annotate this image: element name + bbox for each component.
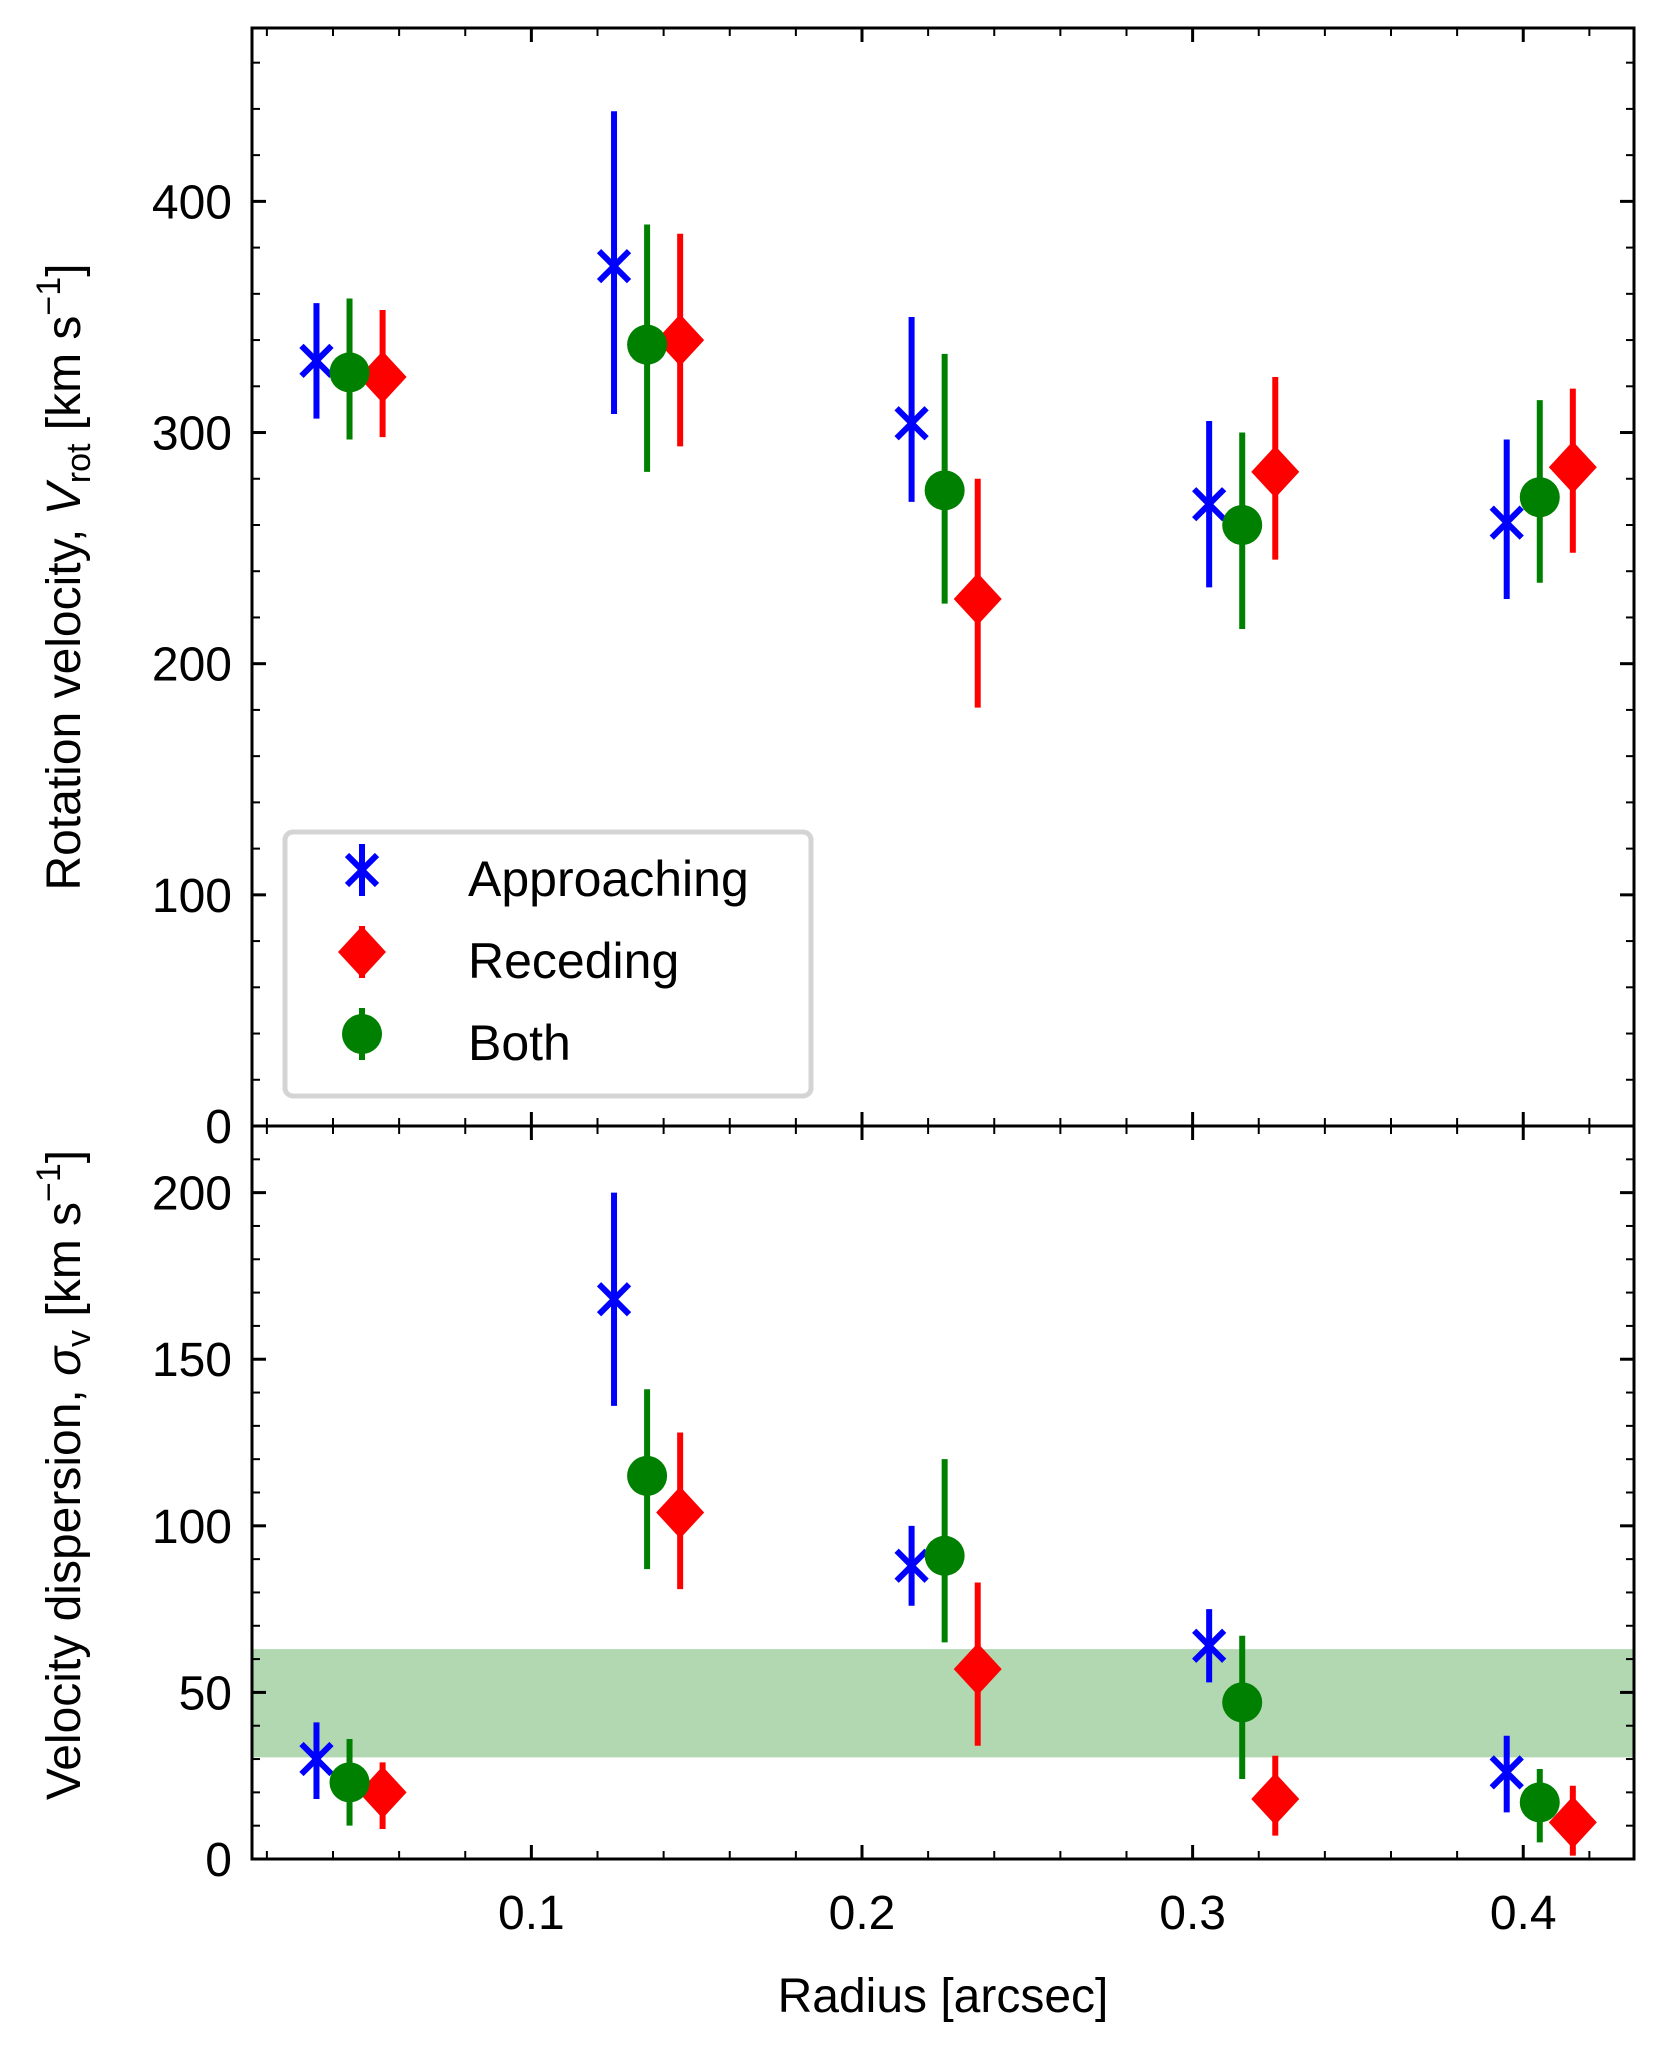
- receding-point: [1251, 1773, 1300, 1826]
- approaching-point: [299, 1741, 334, 1777]
- legend-label-receding: Receding: [468, 933, 679, 989]
- both-point: [329, 1762, 370, 1803]
- rotation-velocity-axis-label: Rotation velocity, Vrot [km s−1]: [30, 263, 98, 890]
- velocity-dispersion-ticks: 0 50 100 150 200 0.1 0.2 0.3 0.4: [152, 1125, 1634, 1940]
- legend-label-both: Both: [468, 1015, 571, 1071]
- radius-tick-label: 0.3: [1159, 1887, 1226, 1940]
- series-approaching: [299, 111, 1524, 599]
- both-point: [1519, 1782, 1560, 1823]
- velocity-dispersion-ytick-label: 50: [179, 1667, 232, 1720]
- radius-axis-label: Radius [arcsec]: [778, 1970, 1109, 2023]
- velocity-dispersion-axis-label: Velocity dispersion, σv [km s−1]: [30, 1150, 98, 1800]
- receding-point: [953, 1643, 1002, 1696]
- radius-tick-label: 0.2: [829, 1887, 896, 1940]
- approaching-point: [1192, 487, 1227, 522]
- approaching-point: [596, 1282, 632, 1317]
- series-receding: [358, 1432, 1597, 1856]
- series-receding: [358, 233, 1597, 708]
- dispersion-range-band: [252, 1649, 1634, 1758]
- approaching-point: [1192, 1628, 1227, 1663]
- velocity-dispersion-ytick-label: 100: [152, 1501, 232, 1554]
- both-point: [1222, 504, 1263, 545]
- radius-tick-label: 0.4: [1490, 1887, 1557, 1940]
- both-point: [1519, 477, 1560, 518]
- approaching-point: [596, 248, 632, 284]
- both-point: [627, 1455, 668, 1496]
- approaching-point: [1489, 1755, 1524, 1790]
- rotation-velocity-ticks: 0 100 200 300 400: [152, 28, 1634, 1154]
- velocity-dispersion-ytick-label: 0: [205, 1834, 232, 1887]
- receding-point: [953, 572, 1002, 625]
- series-both: [329, 1389, 1560, 1843]
- both-point: [1222, 1682, 1263, 1723]
- receding-point: [1548, 1796, 1597, 1849]
- legend-both-marker: [342, 1014, 382, 1054]
- velocity-dispersion-data: [299, 1192, 1597, 1856]
- both-point: [924, 470, 965, 511]
- approaching-point: [894, 1548, 929, 1583]
- both-point: [627, 324, 668, 365]
- rotation-velocity-data: [299, 111, 1597, 708]
- approaching-point: [894, 406, 929, 441]
- approaching-point: [1489, 505, 1524, 540]
- legend-markers: [338, 844, 386, 1060]
- series-both: [329, 224, 1560, 630]
- rotation-velocity-ytick-label: 200: [152, 639, 232, 692]
- rotation-velocity-ytick-label: 400: [152, 176, 232, 229]
- approaching-point: [299, 343, 334, 378]
- rotation-velocity-ytick-label: 0: [205, 1101, 232, 1154]
- rotation-velocity-ytick-label: 300: [152, 408, 232, 461]
- legend-receding-marker: [338, 926, 386, 978]
- receding-point: [358, 1766, 407, 1819]
- legend-label-approaching: Approaching: [468, 851, 749, 907]
- series-approaching: [299, 1192, 1524, 1813]
- legend-frame: [282, 829, 814, 1099]
- velocity-dispersion-frame: [250, 1124, 1636, 1861]
- both-point: [924, 1535, 965, 1576]
- velocity-dispersion-panel: 0 50 100 150 200 0.1 0.2 0.3 0.4 Velocity disper…: [30, 1124, 1636, 2023]
- receding-point: [656, 314, 705, 367]
- radius-tick-label: 0.1: [498, 1887, 565, 1940]
- receding-point: [1548, 441, 1597, 494]
- receding-point: [358, 351, 407, 404]
- velocity-dispersion-ytick-label: 150: [152, 1334, 232, 1387]
- legend: Approaching Receding Both: [282, 829, 814, 1099]
- both-point: [329, 352, 370, 393]
- velocity-dispersion-ytick-label: 200: [152, 1168, 232, 1221]
- rotation-velocity-ytick-label: 100: [152, 870, 232, 923]
- receding-point: [1251, 445, 1300, 498]
- legend-approaching-marker: [344, 852, 380, 888]
- receding-point: [656, 1486, 705, 1539]
